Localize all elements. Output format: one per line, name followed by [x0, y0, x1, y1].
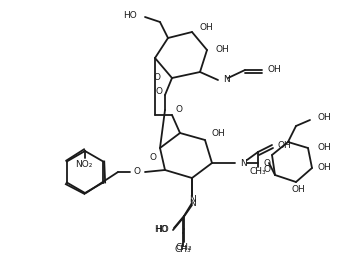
Text: HO: HO [123, 12, 137, 21]
Text: OH: OH [291, 186, 305, 195]
Text: N: N [223, 76, 230, 84]
Text: O: O [263, 158, 270, 167]
Text: OH: OH [215, 45, 229, 54]
Text: OH: OH [317, 144, 331, 153]
Text: N: N [240, 158, 247, 167]
Text: HO: HO [155, 225, 169, 234]
Text: CH₃: CH₃ [175, 246, 191, 254]
Text: CH₃: CH₃ [250, 167, 266, 177]
Text: OH: OH [212, 129, 226, 138]
Text: N: N [188, 196, 195, 205]
Text: O: O [155, 87, 162, 97]
Text: O: O [175, 106, 182, 115]
Text: OH: OH [318, 114, 332, 122]
Text: CH₃: CH₃ [176, 243, 192, 252]
Text: NO₂: NO₂ [75, 160, 93, 169]
Text: OH: OH [278, 140, 292, 149]
Text: HO: HO [154, 225, 168, 234]
Text: OH: OH [200, 22, 214, 31]
Text: O: O [153, 73, 160, 82]
Text: O: O [150, 153, 157, 162]
Text: O: O [264, 164, 271, 173]
Text: O: O [133, 167, 140, 177]
Text: OH: OH [268, 65, 282, 74]
Text: OH: OH [318, 163, 332, 172]
Text: N: N [188, 199, 195, 208]
